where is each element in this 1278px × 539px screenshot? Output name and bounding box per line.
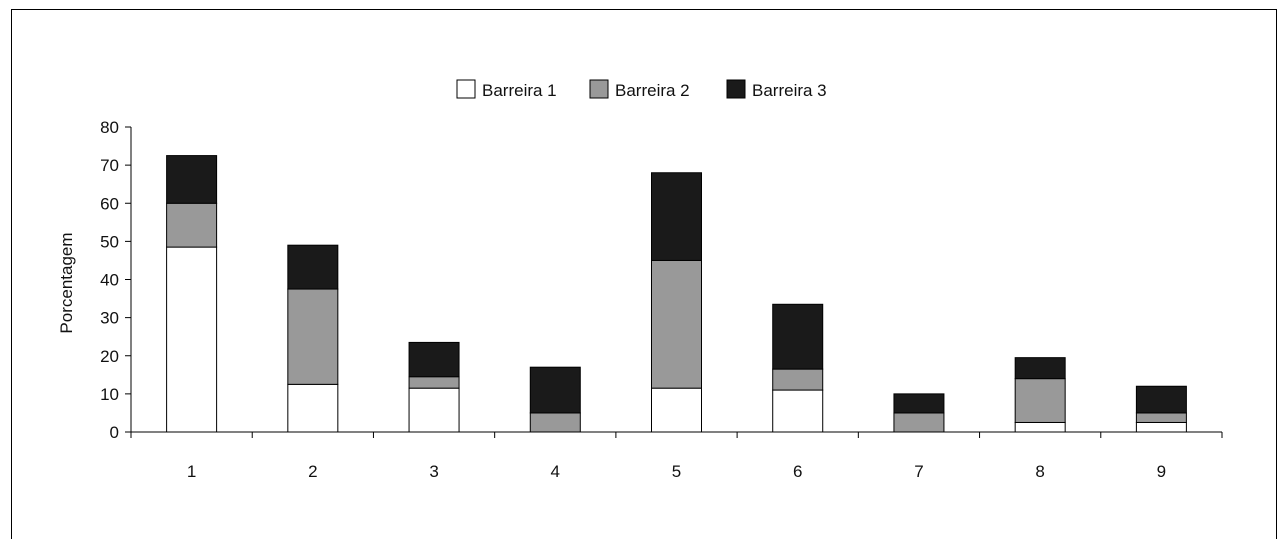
y-tick-label: 40	[100, 271, 119, 290]
bar-segment-3	[408, 341, 460, 378]
bar-segment-2	[408, 376, 460, 389]
x-tick-label: 6	[793, 462, 802, 481]
bar-segment-1	[166, 246, 218, 433]
bar-segment-3	[166, 155, 218, 204]
bar-segment-1	[1014, 421, 1066, 433]
y-tick-label: 80	[100, 118, 119, 137]
bar-segment-2	[893, 412, 945, 433]
bars	[166, 155, 1187, 433]
legend-label-3: Barreira 3	[752, 81, 827, 100]
bar-segment-3	[287, 244, 339, 290]
x-tick-label: 1	[187, 462, 196, 481]
y-tick-label: 70	[100, 156, 119, 175]
x-axis: 1 2 3 4 5 6 7 8 9	[130, 431, 1223, 481]
y-tick-label: 50	[100, 232, 119, 251]
bar-segment-1	[1135, 421, 1187, 433]
bar-segment-3	[1014, 357, 1066, 380]
bar-segment-3	[772, 303, 824, 370]
bar-segment-3	[893, 393, 945, 414]
x-tick-label: 2	[308, 462, 317, 481]
bar-segment-1	[772, 389, 824, 433]
y-axis-title: Porcentagem	[57, 232, 76, 333]
y-tick-label: 10	[100, 385, 119, 404]
x-tick-label: 3	[429, 462, 438, 481]
chart-frame	[11, 9, 1277, 539]
legend-label-1: Barreira 1	[482, 81, 557, 100]
legend-swatch-3	[726, 79, 746, 99]
bar-segment-1	[287, 383, 339, 433]
y-tick-label: 60	[100, 194, 119, 213]
x-tick-label: 7	[914, 462, 923, 481]
bar-segment-3	[529, 366, 581, 414]
y-tick-label: 20	[100, 347, 119, 366]
bar-segment-2	[651, 259, 702, 389]
legend: Barreira 1 Barreira 2 Barreira 3	[456, 79, 827, 100]
legend-label-2: Barreira 2	[615, 81, 690, 100]
x-tick-label: 8	[1035, 462, 1044, 481]
bar-segment-2	[166, 202, 218, 248]
bar-segment-2	[1014, 378, 1066, 423]
bar-segment-3	[651, 172, 702, 261]
x-tick-label: 5	[672, 462, 681, 481]
bar-segment-2	[287, 288, 339, 385]
y-axis: 0 10 20 30 40 50 60 70 80	[100, 118, 132, 442]
y-tick-label: 0	[110, 423, 119, 442]
bar-segment-1	[408, 387, 460, 433]
legend-swatch-2	[589, 79, 609, 99]
x-tick-label: 9	[1157, 462, 1166, 481]
bar-segment-2	[772, 368, 824, 391]
bar-segment-1	[651, 387, 702, 433]
legend-swatch-1	[456, 79, 476, 99]
bar-segment-3	[1135, 385, 1187, 414]
bar-segment-2	[1135, 412, 1187, 423]
bar-segment-2	[529, 412, 581, 433]
y-tick-label: 30	[100, 309, 119, 328]
x-tick-label: 4	[551, 462, 560, 481]
